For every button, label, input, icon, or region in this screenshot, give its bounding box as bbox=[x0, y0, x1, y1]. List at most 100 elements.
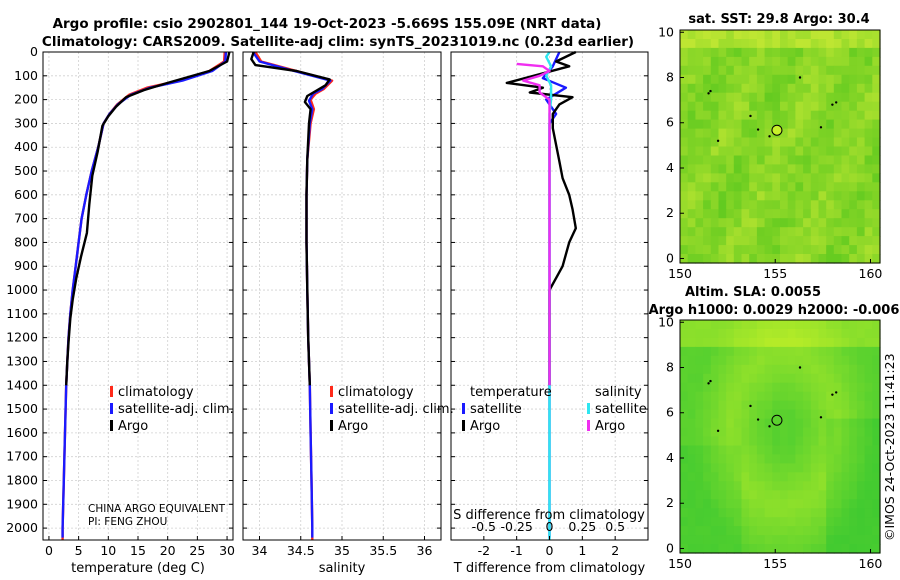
map-cell bbox=[680, 320, 689, 330]
map-cell bbox=[795, 200, 804, 210]
map-cell bbox=[864, 472, 873, 482]
map-cell bbox=[864, 409, 873, 420]
map-cell bbox=[826, 164, 835, 174]
map-cell bbox=[718, 245, 727, 255]
map-cell bbox=[726, 56, 735, 67]
map-cell bbox=[803, 83, 812, 94]
map-cell bbox=[856, 245, 866, 255]
map-cell bbox=[826, 463, 835, 473]
y-tick-label: 300 bbox=[14, 115, 38, 130]
map-cell bbox=[856, 218, 866, 228]
map-cell bbox=[764, 391, 773, 402]
map-cell bbox=[710, 400, 720, 411]
y-tick-label: 100 bbox=[14, 68, 38, 83]
map-cell bbox=[756, 236, 766, 246]
map-cell bbox=[710, 454, 720, 464]
map-cell bbox=[680, 436, 689, 447]
map-cell bbox=[756, 499, 766, 509]
map-cell bbox=[841, 499, 850, 509]
map-cell bbox=[749, 182, 758, 192]
map-cell bbox=[710, 173, 720, 183]
map-cell bbox=[687, 39, 696, 49]
map-cell bbox=[849, 101, 858, 112]
map-cell bbox=[856, 329, 866, 339]
map-cell bbox=[810, 191, 820, 201]
map-cell bbox=[795, 39, 804, 49]
map-cell bbox=[703, 245, 712, 255]
map-cell bbox=[733, 445, 743, 456]
map-cell bbox=[749, 391, 758, 402]
map-cell bbox=[741, 39, 750, 49]
map-cell bbox=[833, 65, 843, 76]
map-cell bbox=[687, 409, 696, 420]
map-cell bbox=[810, 400, 820, 411]
map-cell bbox=[710, 74, 720, 85]
map-cell bbox=[733, 517, 743, 527]
map-cell bbox=[749, 400, 758, 411]
sst-map-title: sat. SST: 29.8 Argo: 30.4 bbox=[688, 12, 869, 27]
map-cell bbox=[695, 30, 704, 40]
map-cell bbox=[856, 227, 866, 237]
map-cell bbox=[872, 329, 881, 339]
map-cell bbox=[803, 472, 812, 482]
map-y-tick-label: 0 bbox=[666, 250, 674, 265]
map-cell bbox=[856, 373, 866, 384]
map-cell bbox=[833, 364, 843, 375]
map-cell bbox=[756, 137, 766, 148]
map-cell bbox=[803, 47, 812, 58]
map-cell bbox=[849, 182, 858, 192]
map-cell bbox=[849, 436, 858, 447]
map-cell bbox=[849, 30, 858, 40]
legend-swatch-t-satellite bbox=[462, 403, 465, 414]
map-y-tick-label: 2 bbox=[666, 205, 674, 220]
map-cell bbox=[772, 364, 781, 375]
map-y-tick-label: 8 bbox=[666, 360, 674, 375]
map-cell bbox=[826, 472, 835, 482]
map-cell bbox=[803, 173, 812, 183]
map-cell bbox=[795, 427, 804, 438]
y-tick-label: 1100 bbox=[6, 306, 38, 321]
map-cell bbox=[872, 400, 881, 411]
map-cell bbox=[849, 535, 858, 545]
map-cell bbox=[741, 56, 750, 67]
map-cell bbox=[818, 83, 827, 94]
map-cell bbox=[864, 418, 873, 429]
y-tick-label: 1700 bbox=[6, 449, 38, 464]
map-cell bbox=[741, 320, 750, 330]
map-cell bbox=[733, 499, 743, 509]
map-cell bbox=[872, 39, 881, 49]
map-cell bbox=[856, 101, 866, 112]
map-cell bbox=[687, 373, 696, 384]
map-cell bbox=[872, 254, 881, 264]
map-cell bbox=[803, 254, 812, 264]
map-cell bbox=[841, 472, 850, 482]
x-tick-label: 35 bbox=[334, 543, 350, 558]
island-speck bbox=[819, 126, 823, 129]
map-cell bbox=[803, 65, 812, 76]
map-cell bbox=[803, 427, 812, 438]
map-cell bbox=[864, 508, 873, 518]
series-line bbox=[505, 50, 577, 386]
map-cell bbox=[803, 382, 812, 393]
map-cell bbox=[726, 47, 735, 58]
map-cell bbox=[741, 236, 750, 246]
map-cell bbox=[795, 535, 804, 545]
map-cell bbox=[780, 508, 789, 518]
map-cell bbox=[810, 373, 820, 384]
map-cell bbox=[687, 329, 696, 339]
y-tick-label: 1800 bbox=[6, 472, 38, 487]
map-cell bbox=[703, 92, 712, 103]
map-cell bbox=[810, 436, 820, 447]
map-cell bbox=[833, 200, 843, 210]
map-cell bbox=[680, 182, 689, 192]
map-cell bbox=[826, 155, 835, 166]
map-cell bbox=[787, 39, 796, 49]
map-cell bbox=[795, 218, 804, 228]
map-cell bbox=[810, 544, 820, 554]
map-cell bbox=[687, 382, 696, 393]
map-cell bbox=[772, 526, 781, 536]
map-cell bbox=[841, 119, 850, 130]
map-cell bbox=[718, 110, 727, 121]
map-cell bbox=[726, 182, 735, 192]
map-cell bbox=[710, 155, 720, 166]
